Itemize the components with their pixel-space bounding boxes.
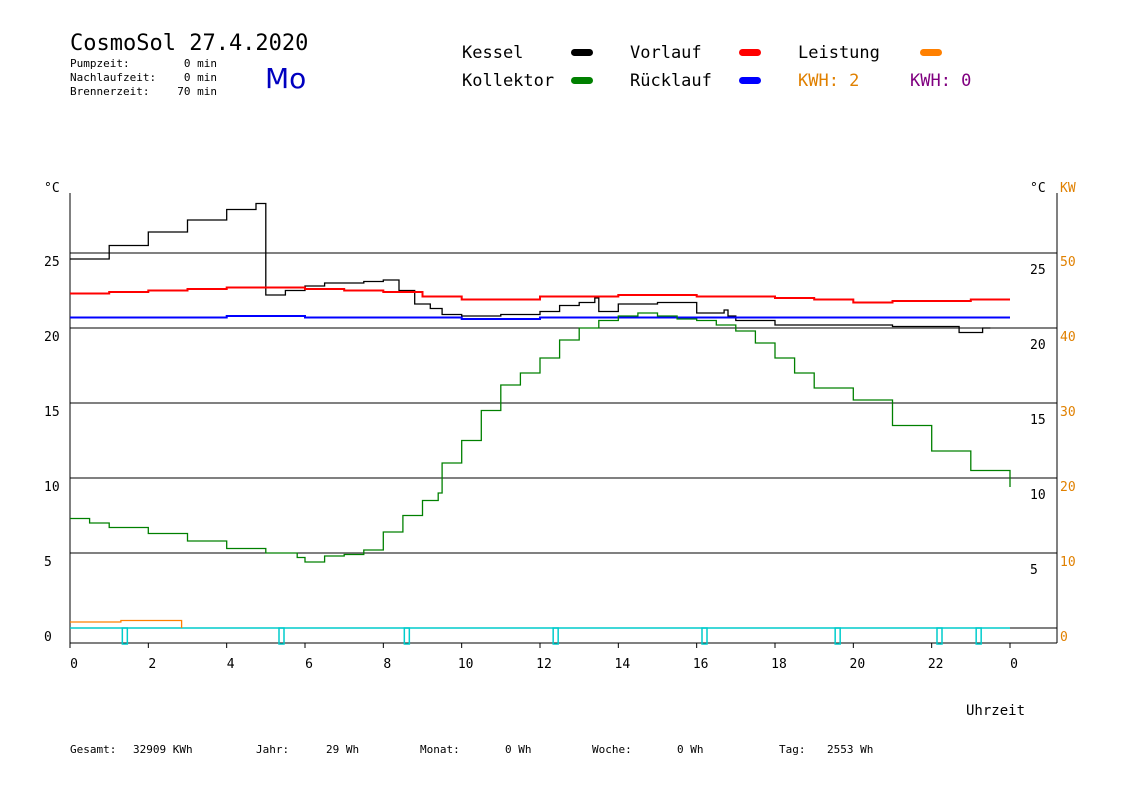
series-line-vorlauf — [70, 286, 1010, 304]
info-value: 70 min — [177, 85, 217, 98]
weekday-label: Mo — [265, 62, 306, 95]
info-label: Brennerzeit: — [70, 85, 149, 98]
footer-value: 0 Wh — [677, 743, 704, 756]
footer-label: Woche: — [592, 743, 632, 756]
y-right-kw-unit: KW — [1060, 181, 1076, 196]
footer-totals: Gesamt: 32909 KWh Jahr: 29 Wh Monat: 0 W… — [70, 743, 873, 756]
series-line-leistung — [70, 619, 183, 628]
y-left-unit: °C — [44, 181, 60, 196]
footer-value: 0 Wh — [505, 743, 532, 756]
info-label: Pumpzeit: — [70, 57, 130, 70]
info-label: Nachlaufzeit: — [70, 71, 156, 84]
pump-pulse — [403, 627, 411, 645]
kwh-purple: KWH: 0 — [910, 71, 971, 91]
pump-pulse — [278, 627, 285, 645]
series-line-ruecklauf — [70, 315, 1010, 320]
y-right-tick-label: 20 — [1030, 338, 1046, 353]
series — [70, 202, 1011, 645]
y-left-tick-label: 20 — [44, 330, 60, 345]
footer-value: 32909 KWh — [133, 743, 193, 756]
footer-value: 29 Wh — [326, 743, 359, 756]
y-right-tick-label: 10 — [1030, 488, 1046, 503]
tick-labels: 0 2 4 6 8 10 12 14 16 18 20 22 0 0 5 10 15 20 25 5 10 15 20 25 0… — [44, 255, 1076, 672]
y-right-tick-label: 5 — [1030, 563, 1038, 578]
x-axis-label: Uhrzeit — [966, 703, 1025, 719]
legend-swatch-leistung — [920, 49, 942, 56]
y-left-tick-label: 10 — [44, 480, 60, 495]
x-tick-label: 8 — [383, 657, 391, 672]
legend-label-vorlauf: Vorlauf — [630, 43, 702, 63]
y-right-kw-tick-label: 10 — [1060, 555, 1076, 570]
pump-pulse — [701, 627, 708, 645]
legend-swatch-ruecklauf — [739, 77, 761, 84]
info-value: 0 min — [184, 71, 217, 84]
info-value: 0 min — [184, 57, 217, 70]
x-tick-label: 18 — [771, 657, 787, 672]
info-rows: Pumpzeit: 0 min Nachlaufzeit: 0 min Bren… — [70, 57, 217, 98]
series-line-kollektor — [70, 312, 1011, 563]
footer-label: Monat: — [420, 743, 460, 756]
x-tick-label: 10 — [458, 657, 474, 672]
legend: Kessel Vorlauf Leistung Kollektor Rückla… — [462, 43, 971, 91]
footer-label: Tag: — [779, 743, 806, 756]
x-tick-label: 0 — [70, 657, 78, 672]
y-right-tick-label: 25 — [1030, 263, 1046, 278]
footer-value: 2553 Wh — [827, 743, 873, 756]
y-left-tick-label: 5 — [44, 555, 52, 570]
legend-label-ruecklauf: Rücklauf — [630, 71, 712, 91]
grid — [70, 252, 1057, 629]
footer-label: Jahr: — [256, 743, 289, 756]
legend-swatch-kessel — [571, 49, 593, 56]
legend-swatch-kollektor — [571, 77, 593, 84]
x-tick-label: 0 — [1010, 657, 1018, 672]
y-left-tick-label: 15 — [44, 405, 60, 420]
pump-pulse — [834, 627, 841, 645]
y-left-tick-label: 25 — [44, 255, 60, 270]
footer-label: Gesamt: — [70, 743, 116, 756]
x-tick-label: 4 — [227, 657, 235, 672]
x-tick-label: 2 — [148, 657, 156, 672]
pump-pulse — [975, 627, 982, 645]
y-right-kw-tick-label: 0 — [1060, 630, 1068, 645]
y-right-kw-tick-label: 20 — [1060, 480, 1076, 495]
x-tick-label: 14 — [615, 657, 631, 672]
chart-title: CosmoSol 27.4.2020 — [70, 31, 308, 56]
x-tick-label: 20 — [850, 657, 866, 672]
legend-label-kessel: Kessel — [462, 43, 523, 63]
y-right-tick-label: 15 — [1030, 413, 1046, 428]
series-line-kessel — [70, 202, 991, 334]
x-tick-label: 22 — [928, 657, 944, 672]
y-right-kw-tick-label: 40 — [1060, 330, 1076, 345]
pump-pulse — [121, 627, 129, 645]
legend-label-leistung: Leistung — [798, 43, 880, 63]
y-left-tick-label: 0 — [44, 630, 52, 645]
pump-pulse — [552, 627, 559, 645]
x-tick-label: 16 — [693, 657, 709, 672]
legend-label-kollektor: Kollektor — [462, 71, 554, 91]
axes — [69, 193, 1058, 648]
legend-swatch-vorlauf — [739, 49, 761, 56]
y-right-kw-tick-label: 30 — [1060, 405, 1076, 420]
pump-pulse — [936, 627, 943, 645]
x-tick-label: 6 — [305, 657, 313, 672]
x-tick-label: 12 — [536, 657, 552, 672]
y-right-unit: °C — [1030, 181, 1046, 196]
y-right-kw-tick-label: 50 — [1060, 255, 1076, 270]
kwh-orange: KWH: 2 — [798, 71, 859, 91]
